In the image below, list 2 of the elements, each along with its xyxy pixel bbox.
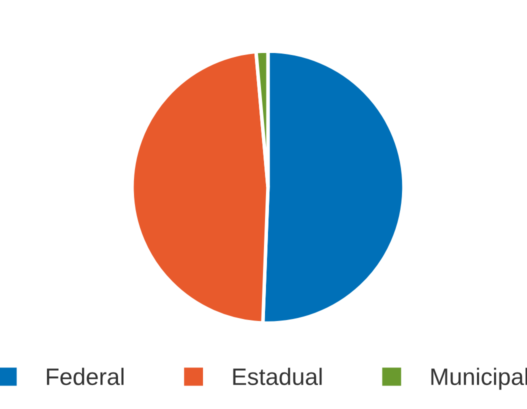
legend-label: Federal (46, 368, 124, 386)
legend-label: Estadual (233, 368, 322, 386)
